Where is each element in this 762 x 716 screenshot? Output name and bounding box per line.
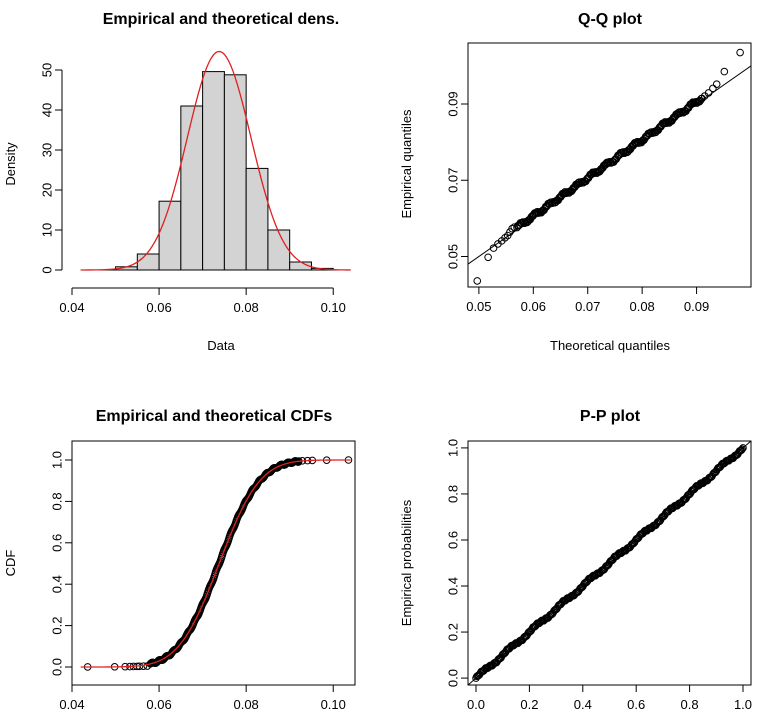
pp-x-tick-label: 0.6	[627, 697, 645, 712]
pp-y-tick-label: 0.4	[445, 577, 460, 595]
qq-x-tick-label: 0.07	[575, 299, 600, 314]
pp-point	[496, 654, 504, 663]
cdf-panel: Empirical and theoretical CDFs CDF 0.04 0…	[3, 408, 356, 712]
density-y-tick-label: 30	[39, 143, 54, 157]
pp-ylabel: Empirical probabilities	[399, 499, 414, 626]
cdf-x-tick-label: 0.08	[233, 697, 258, 712]
pp-y-tick-label: 0.6	[445, 531, 460, 549]
qq-points	[473, 48, 744, 285]
qq-x-tick-label: 0.05	[466, 299, 491, 314]
pp-axes: 0.0 0.2 0.4 0.6 0.8 1.0 0.0 0.2 0.4 0.6 0.8 1.0	[445, 439, 752, 712]
cdf-curve-group	[80, 459, 351, 668]
pp-x-tick-label: 0.8	[681, 697, 699, 712]
density-title: Empirical and theoretical dens.	[103, 11, 340, 28]
density-y-tick-label: 40	[39, 103, 54, 117]
cdf-theoretical-curve	[80, 459, 351, 668]
density-y-tick-label: 20	[39, 183, 54, 197]
qq-axes: 0.05 0.06 0.07 0.08 0.09 0.05 0.07 0.09	[445, 91, 709, 314]
cdf-y-tick-label: 0.6	[49, 534, 64, 552]
qq-point	[508, 224, 516, 233]
cdf-axes: 0.04 0.06 0.08 0.10 0.0 0.2 0.4 0.6 0.8 1.0	[49, 451, 345, 712]
qq-point	[484, 253, 492, 262]
density-curve-group	[80, 50, 351, 271]
qq-point	[473, 277, 482, 285]
qq-point	[510, 223, 519, 231]
density-bar	[245, 167, 269, 271]
density-x-tick-label: 0.10	[321, 300, 346, 315]
qq-x-tick-label: 0.06	[521, 299, 546, 314]
pp-point	[547, 610, 556, 619]
qq-y-tick-label: 0.09	[445, 91, 460, 116]
density-bar	[136, 253, 160, 271]
density-y-tick-label: 10	[39, 223, 54, 237]
cdf-y-tick-label: 0.4	[49, 575, 64, 593]
qq-x-tick-label: 0.09	[684, 299, 709, 314]
cdf-x-tick-label: 0.10	[321, 697, 346, 712]
pp-x-tick-label: 1.0	[734, 697, 752, 712]
qq-x-tick-label: 0.08	[629, 299, 654, 314]
cdf-y-tick-label: 0.2	[49, 617, 64, 635]
density-x-tick-label: 0.08	[233, 300, 258, 315]
pp-x-tick-label: 0.2	[520, 697, 538, 712]
cdf-y-tick-label: 1.0	[49, 451, 64, 469]
density-bars	[80, 71, 351, 271]
density-axes: 0.04 0.06 0.08 0.10 0 10 20 30 40 50	[39, 63, 345, 315]
cdf-x-tick-label: 0.06	[146, 697, 171, 712]
density-ylabel: Density	[3, 142, 18, 186]
pp-points	[472, 444, 747, 682]
density-bar	[158, 200, 182, 271]
density-bar	[267, 229, 291, 271]
pp-y-tick-label: 1.0	[445, 439, 460, 457]
pp-x-tick-label: 0.0	[467, 697, 485, 712]
qq-y-tick-label: 0.07	[445, 168, 460, 193]
density-y-tick-label: 0	[39, 266, 54, 273]
pp-point	[739, 444, 747, 452]
density-xlabel: Data	[207, 338, 235, 353]
density-bar	[202, 71, 225, 271]
pp-title: P-P plot	[580, 408, 641, 425]
pp-y-tick-label: 0.2	[445, 623, 460, 641]
cdf-y-tick-label: 0.0	[49, 658, 64, 676]
cdf-x-tick-label: 0.04	[59, 697, 84, 712]
density-bar	[180, 105, 204, 271]
qq-point	[662, 119, 671, 127]
qq-point	[720, 67, 729, 76]
density-x-tick-label: 0.06	[146, 300, 171, 315]
qq-point	[736, 48, 744, 57]
qq-point	[489, 244, 498, 252]
qq-y-tick-label: 0.05	[445, 244, 460, 269]
density-curve	[80, 50, 351, 271]
qq-panel: Q-Q plot Theoretical quantiles Empirical…	[399, 11, 752, 353]
qq-point	[698, 94, 706, 103]
pp-y-tick-label: 0.8	[445, 485, 460, 503]
pp-point	[737, 446, 746, 455]
pp-y-tick-label: 0.0	[445, 669, 460, 687]
pp-point	[522, 632, 530, 641]
cdf-point	[143, 662, 152, 670]
pp-panel: P-P plot Empirical probabilities 0.0 0.2 0…	[399, 408, 752, 712]
cdf-points	[83, 456, 353, 671]
qq-ylabel: Empirical quantiles	[399, 109, 414, 219]
qq-point	[709, 84, 717, 93]
cdf-title: Empirical and theoretical CDFs	[96, 408, 333, 425]
qq-xlabel: Theoretical quantiles	[550, 338, 670, 353]
cdf-plot-box	[71, 440, 356, 686]
qq-title: Q-Q plot	[578, 11, 643, 28]
density-x-tick-label: 0.04	[59, 300, 84, 315]
density-panel: Empirical and theoretical dens. Data Den…	[3, 11, 351, 353]
density-y-tick-label: 50	[39, 63, 54, 77]
qq-point	[704, 89, 713, 97]
qq-point	[712, 80, 721, 88]
qq-point	[562, 189, 571, 197]
pp-point	[738, 445, 746, 454]
cdf-y-tick-label: 0.8	[49, 492, 64, 510]
cdf-ylabel: CDF	[3, 550, 18, 577]
pp-x-tick-label: 0.4	[574, 697, 592, 712]
